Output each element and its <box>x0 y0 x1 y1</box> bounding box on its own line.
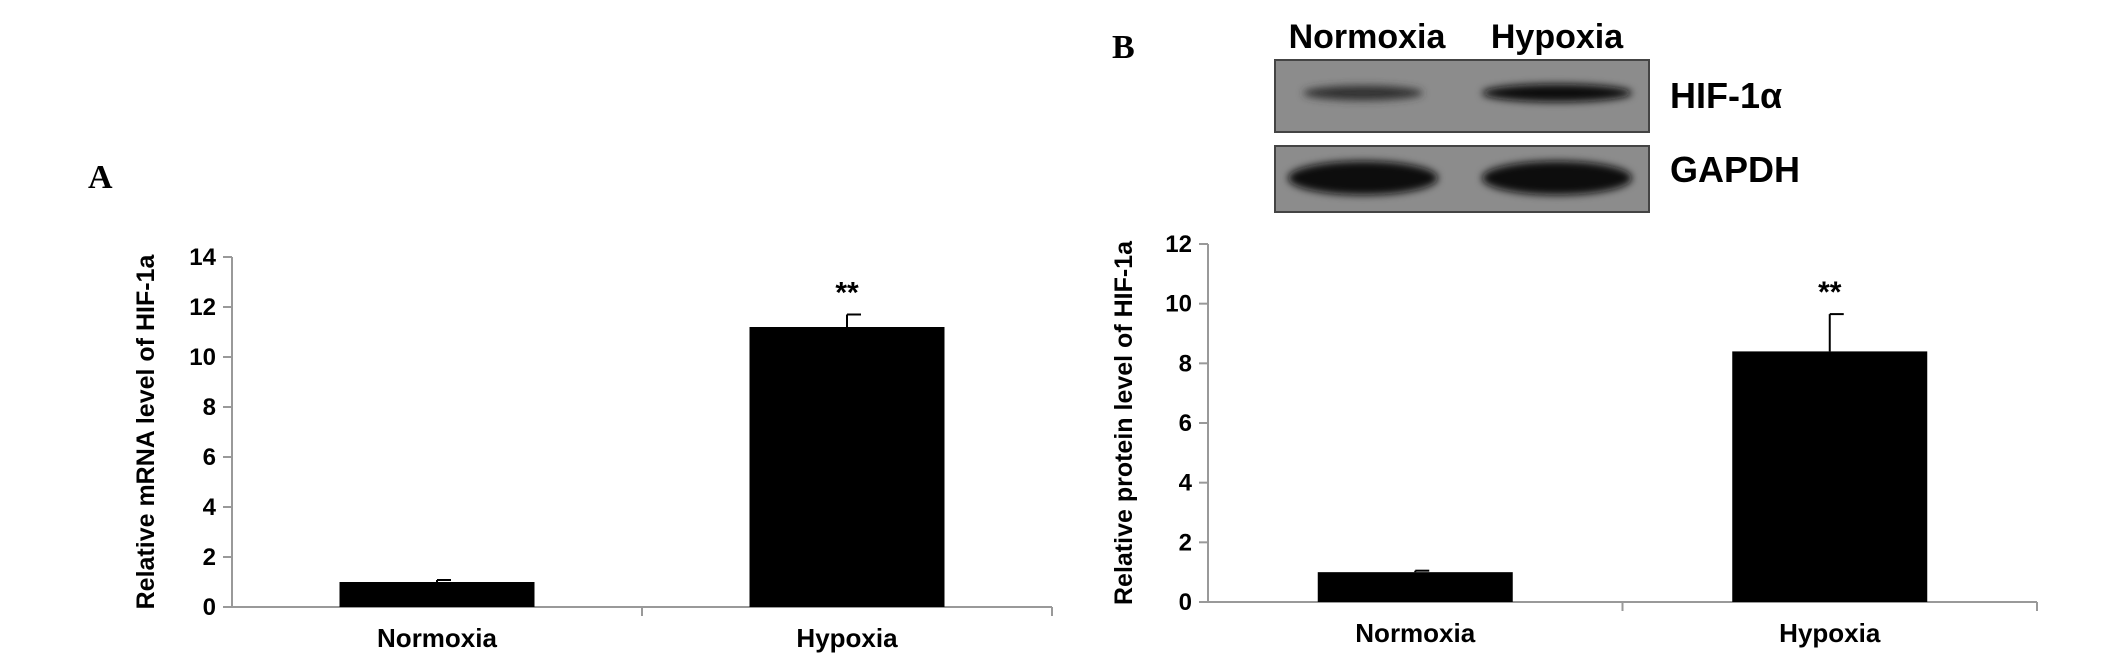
chart-b-y-tick-label: 0 <box>1179 589 1192 616</box>
chart-b-bar-normoxia <box>1317 572 1513 602</box>
chart-a-y-tick-label: 4 <box>203 494 217 521</box>
blot-band-gapdh-hypoxia <box>1482 161 1632 195</box>
chart-a-y-tick-label: 6 <box>203 444 216 471</box>
chart-a-y-tick-label: 0 <box>203 594 216 621</box>
chart-a-y-tick-label: 12 <box>189 294 216 321</box>
chart-a-y-tick-label: 8 <box>203 394 216 421</box>
chart-b-y-tick-label: 12 <box>1165 231 1192 258</box>
chart-b-y-tick-label: 8 <box>1179 350 1192 377</box>
chart-b-y-tick-label: 6 <box>1179 410 1192 437</box>
chart-b-protein: 0 2 4 6 8 10 12 Normoxia ** Hypoxia Relative prote… <box>1110 231 2038 648</box>
chart-b-bar-hypoxia <box>1732 351 1928 602</box>
chart-a-y-tick-label: 2 <box>203 544 216 571</box>
blot-band-hif1a-normoxia <box>1303 85 1423 101</box>
chart-b-category-label-normoxia: Normoxia <box>1355 618 1475 648</box>
western-blot: Normoxia Hypoxia HIF-1α GAPDH <box>1274 18 1800 213</box>
chart-a-category-label-hypoxia: Hypoxia <box>796 623 898 653</box>
chart-b-y-tick-label: 2 <box>1179 529 1192 556</box>
chart-a-bar-hypoxia <box>749 327 945 607</box>
chart-a-significance-hypoxia: ** <box>835 277 859 310</box>
blot-band-gapdh-normoxia <box>1288 161 1438 195</box>
blot-row-label-hif1a: HIF-1α <box>1670 75 1782 116</box>
panel-letter-b: B <box>1112 29 1135 66</box>
chart-b-y-tick-label: 4 <box>1179 470 1193 497</box>
blot-column-label-hypoxia: Hypoxia <box>1491 18 1624 56</box>
panel-letter-a: A <box>88 159 113 196</box>
chart-a-y-tick-label: 10 <box>189 344 216 371</box>
chart-a-category-label-normoxia: Normoxia <box>377 623 497 653</box>
chart-a-y-tick-label: 14 <box>189 244 216 271</box>
blot-row-label-gapdh: GAPDH <box>1670 149 1800 190</box>
blot-band-hif1a-hypoxia <box>1482 84 1632 102</box>
chart-b-category-label-hypoxia: Hypoxia <box>1779 618 1881 648</box>
blot-column-label-normoxia: Normoxia <box>1289 18 1447 56</box>
chart-a-y-axis-label: Relative mRNA level of HIF-1a <box>132 254 160 610</box>
chart-a-bar-normoxia <box>339 582 535 607</box>
chart-b-y-axis-label: Relative protein level of HIF-1a <box>1110 240 1138 605</box>
chart-b-significance-hypoxia: ** <box>1818 276 1842 309</box>
chart-a-mrna: 0 2 4 6 8 10 12 14 Normoxia ** Hypoxia Relative mRN… <box>132 244 1053 653</box>
chart-b-y-tick-label: 10 <box>1165 291 1192 318</box>
